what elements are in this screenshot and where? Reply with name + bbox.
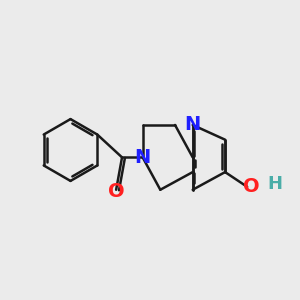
Text: O: O bbox=[108, 182, 124, 201]
Text: O: O bbox=[243, 177, 260, 196]
Text: N: N bbox=[184, 116, 201, 134]
Text: N: N bbox=[134, 148, 151, 167]
Text: H: H bbox=[268, 175, 283, 193]
